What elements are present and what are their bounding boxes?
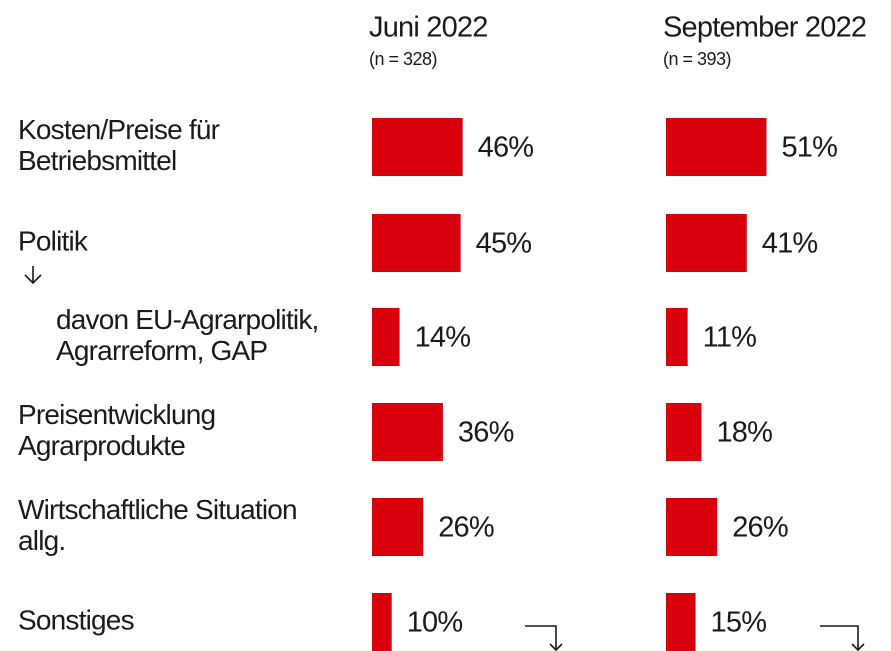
- data-label: 45%: [476, 228, 532, 260]
- bar: [372, 118, 463, 176]
- bar: [372, 308, 400, 366]
- bar: [666, 118, 767, 176]
- data-label: 46%: [478, 132, 534, 164]
- corner-arrow: [525, 625, 563, 651]
- data-label: 14%: [415, 322, 471, 354]
- category-label: Preisentwicklung: [18, 399, 215, 430]
- category-label: allg.: [18, 525, 65, 556]
- data-label: 15%: [711, 607, 767, 639]
- bar: [666, 308, 688, 366]
- series-subtitle: (n = 393): [663, 49, 731, 69]
- data-label: 10%: [407, 607, 463, 639]
- category-label: Wirtschaftliche Situation: [18, 494, 297, 525]
- category-label: Agrarprodukte: [18, 430, 185, 461]
- bar: [372, 214, 461, 272]
- bar: [666, 403, 702, 461]
- bar: [372, 498, 424, 556]
- data-label: 26%: [732, 512, 788, 544]
- bar: [666, 214, 747, 272]
- category-label: Agrarreform, GAP: [56, 335, 267, 366]
- data-label: 18%: [716, 417, 772, 449]
- category-label: Politik: [18, 225, 89, 256]
- data-label: 11%: [703, 322, 757, 354]
- category-label: Betriebsmittel: [18, 145, 176, 176]
- corner-arrow: [820, 625, 865, 651]
- bar: [372, 593, 392, 651]
- arrow-down: [24, 266, 42, 285]
- category-label: Sonstiges: [18, 604, 134, 635]
- bar: [666, 498, 718, 556]
- bar: [666, 593, 696, 651]
- series-title: Juni 2022: [369, 12, 488, 44]
- data-label: 26%: [438, 512, 494, 544]
- data-label: 36%: [458, 417, 514, 449]
- bar: [372, 403, 443, 461]
- category-label: davon EU-Agrarpolitik,: [56, 304, 319, 335]
- data-label: 51%: [781, 132, 837, 164]
- data-label: 41%: [762, 228, 818, 260]
- series-title: September 2022: [663, 12, 866, 44]
- category-label: Kosten/Preise für: [18, 114, 220, 145]
- series-subtitle: (n = 328): [369, 49, 437, 69]
